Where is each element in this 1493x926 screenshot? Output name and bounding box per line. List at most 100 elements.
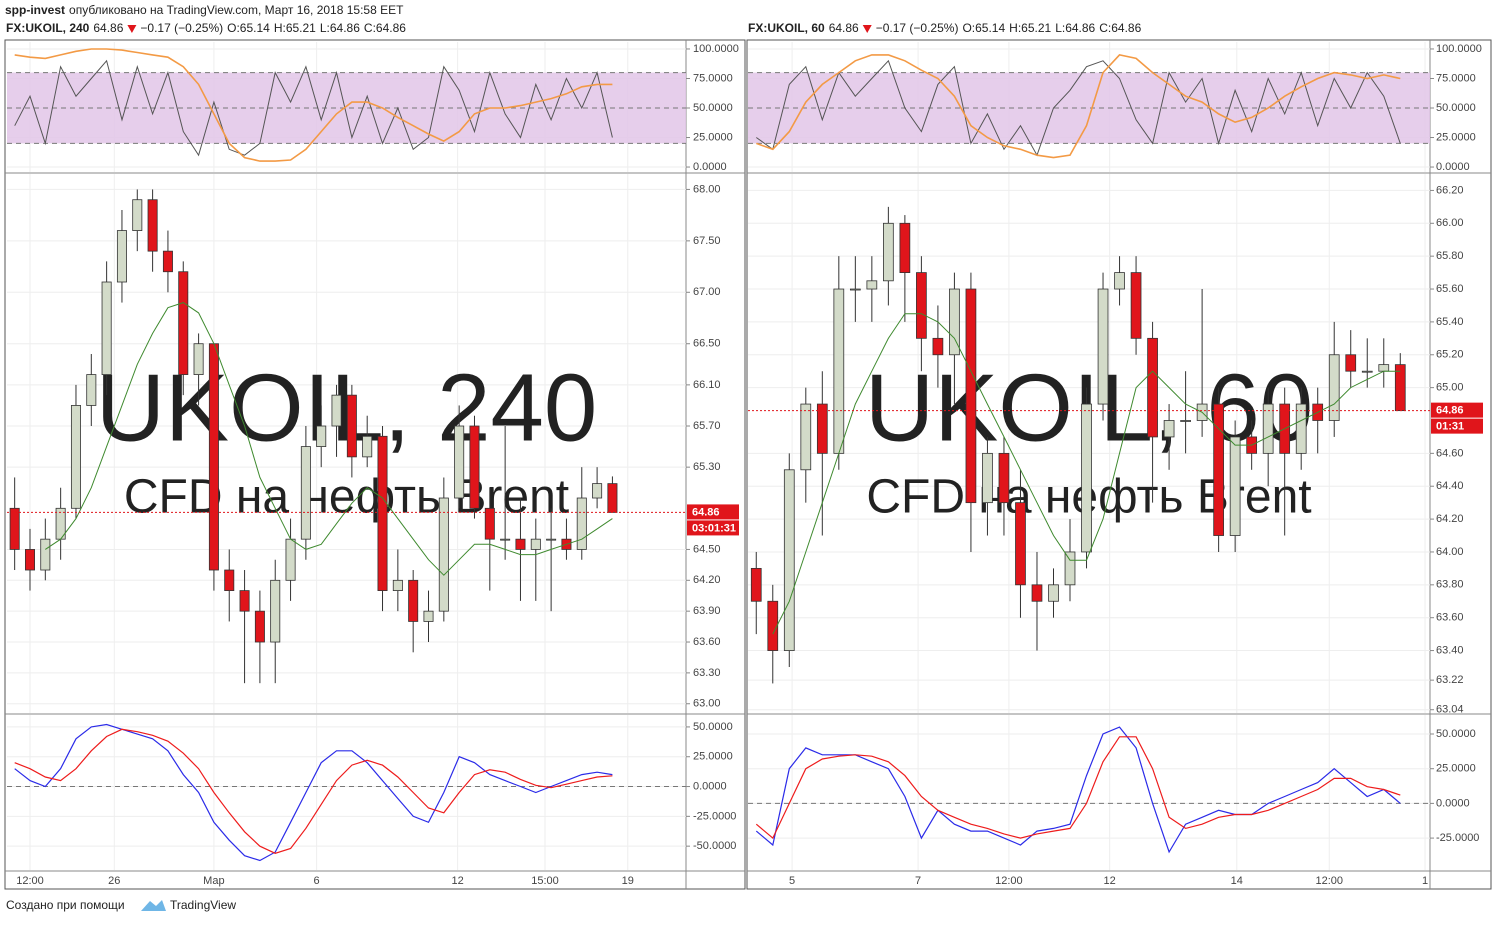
y-tick-label: 64.60: [1436, 447, 1464, 459]
price-tag: [687, 504, 739, 520]
y-tick-label: 75.0000: [693, 72, 733, 84]
y-tick-label: 0.0000: [693, 161, 727, 173]
content: spp-invest опубликовано на TradingView.co…: [4, 3, 1492, 912]
ohlc-label: C:: [1099, 21, 1111, 35]
candle-body: [1295, 403, 1307, 454]
last-price: 64.86: [93, 21, 123, 35]
y-tick-label: 65.70: [693, 420, 721, 432]
moving-average: [45, 302, 613, 576]
ohlc-label: H:: [1009, 21, 1021, 35]
ohlc-label: L:: [320, 21, 330, 35]
y-tick-label: 64.20: [1436, 513, 1464, 525]
candle-body: [178, 271, 189, 375]
y-tick-label: 65.30: [693, 461, 721, 473]
symbol: FX:UKOIL, 60: [748, 21, 825, 35]
candle-body: [454, 425, 465, 499]
candle-body: [1163, 420, 1175, 438]
candle-body: [116, 230, 127, 283]
candle-body: [1048, 584, 1059, 602]
candle-body: [1114, 272, 1125, 290]
countdown-tag: [687, 520, 739, 536]
candle-body: [800, 403, 812, 471]
macd-line: [755, 726, 1401, 854]
x-tick-label: 26: [108, 875, 120, 887]
candle-body: [1262, 403, 1274, 454]
ohlc-value: 65.14: [240, 21, 270, 35]
candle-body: [1130, 272, 1142, 339]
x-tick-label: 12: [451, 875, 463, 887]
x-tick-label: Мар: [203, 875, 225, 887]
tv-logo: [141, 900, 166, 911]
candle-body: [1229, 436, 1241, 536]
y-tick-label: 63.22: [1436, 674, 1464, 686]
y-tick-label: 63.80: [1436, 579, 1464, 591]
y-tick-label: 100.0000: [1436, 43, 1482, 55]
candle-body: [833, 288, 845, 454]
ohlc-value: 64.86: [330, 21, 360, 35]
candle-body: [469, 425, 480, 509]
candle-body: [24, 549, 35, 571]
y-tick-label: 68.00: [693, 183, 721, 195]
countdown-tag: [1431, 418, 1483, 434]
y-tick-label: 67.00: [693, 286, 721, 298]
x-tick-label: 12:00: [1316, 875, 1344, 887]
y-tick-label: 0.0000: [1436, 797, 1470, 809]
y-tick-label: 63.40: [1436, 644, 1464, 656]
candle-body: [408, 579, 419, 622]
candle-body: [883, 222, 894, 282]
x-tick-label: 12:00: [16, 875, 44, 887]
price-tag: [1431, 402, 1483, 418]
y-tick-label: 64.40: [1436, 480, 1464, 492]
y-tick-label: 50.0000: [693, 102, 733, 114]
ohlc-label: O:: [227, 21, 240, 35]
candle-body: [500, 538, 511, 541]
y-tick-label: 50.0000: [1436, 102, 1476, 114]
price-tag-label: 64.86: [692, 506, 720, 518]
candle-body: [70, 405, 81, 509]
y-tick-label: 64.50: [693, 543, 721, 555]
y-tick-label: 66.20: [1436, 184, 1464, 196]
candle-body: [849, 288, 861, 291]
candle-body: [530, 538, 541, 550]
y-tick-label: 25.0000: [693, 751, 733, 763]
ohlc-label: L:: [1055, 21, 1065, 35]
candle-body: [1345, 354, 1357, 372]
y-tick-label: 63.04: [1436, 704, 1464, 716]
x-tick-label: 19: [622, 875, 634, 887]
candle-body: [132, 199, 143, 231]
candle-body: [546, 538, 557, 541]
ohlc-label: C:: [364, 21, 376, 35]
price-change: −0.17 (−0.25%): [876, 21, 959, 35]
y-tick-label: 63.60: [1436, 612, 1464, 624]
y-tick-label: 65.60: [1436, 283, 1464, 295]
stoch-band: [7, 72, 686, 144]
candle-body: [377, 435, 388, 591]
candle-body: [9, 507, 20, 550]
publish-info: опубликовано на TradingView.com, Март 16…: [69, 3, 404, 17]
candle-body: [1328, 354, 1340, 421]
stoch-line: [14, 48, 613, 162]
candle-body: [208, 343, 219, 571]
watermark: UKOIL, 240: [96, 354, 598, 461]
y-tick-label: 66.50: [693, 338, 721, 350]
x-tick-label: 7: [915, 875, 921, 887]
macd-line: [14, 723, 613, 862]
candle-body: [254, 610, 265, 643]
ohlc-value: 65.21: [286, 21, 316, 35]
x-tick-label: 12: [1104, 875, 1116, 887]
candle-body: [147, 199, 158, 252]
ohlc-value: 65.14: [975, 21, 1005, 35]
down-arrow: [127, 25, 137, 33]
y-tick-label: 100.0000: [693, 43, 739, 55]
x-tick-label: 14: [1231, 875, 1243, 887]
y-tick-label: -50.0000: [693, 840, 736, 852]
y-tick-label: 63.60: [693, 636, 721, 648]
candle-body: [101, 281, 112, 375]
candle-body: [316, 425, 327, 447]
ohlc-label: H:: [274, 21, 286, 35]
panel-frame: [4, 39, 746, 890]
y-tick-label: 25.0000: [1436, 763, 1476, 775]
candle-body: [965, 288, 977, 504]
y-tick-label: 66.10: [693, 379, 721, 391]
countdown-label: 03:01:31: [692, 522, 736, 534]
